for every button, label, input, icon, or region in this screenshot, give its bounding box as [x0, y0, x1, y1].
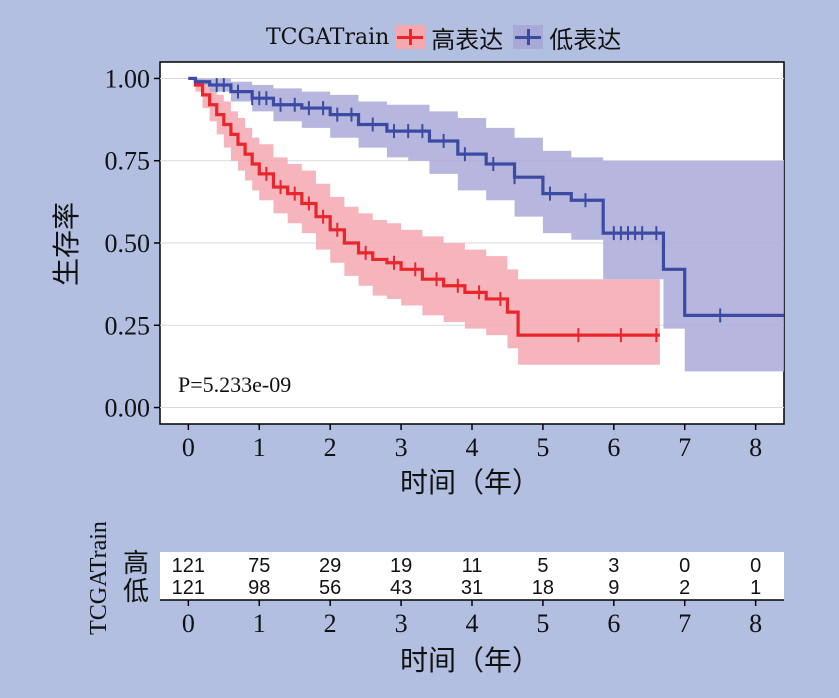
risk-panel: [160, 552, 784, 600]
risk-x-tick-label-2: 2: [324, 609, 337, 638]
y-tick-label-0: 0.00: [105, 394, 151, 423]
x-axis-title: 时间（年）: [400, 466, 540, 499]
confidence-band-0: [188, 78, 660, 365]
x-tick-label-3: 3: [395, 433, 408, 462]
confidence-band-1: [188, 78, 784, 372]
x-tick-label-0: 0: [182, 433, 195, 462]
risk-cell-0-3: 19: [390, 555, 412, 577]
risk-cell-0-6: 3: [608, 555, 619, 577]
risk-cells: 121 75 29 19 11 5 3 0 0 121 98 56 43 31 18 9 2 1: [172, 555, 762, 599]
risk-x-tick-label-5: 5: [536, 609, 549, 638]
risk-x-axis-title: 时间（年）: [400, 644, 540, 677]
x-tick-label-7: 7: [678, 433, 691, 462]
risk-table-title: TCGATrain: [86, 521, 112, 635]
risk-row-label-high: 高: [123, 549, 149, 579]
risk-cell-0-1: 75: [248, 555, 270, 577]
legend-key-low: [513, 25, 544, 49]
confidence-bands: [188, 78, 784, 372]
y-tick-label-2: 0.50: [105, 229, 151, 258]
risk-cell-1-7: 2: [679, 577, 690, 599]
y-axis-title: 生存率: [50, 202, 83, 286]
x-tick-label-2: 2: [324, 433, 337, 462]
risk-cell-0-5: 5: [537, 555, 548, 577]
risk-cell-1-4: 31: [461, 577, 483, 599]
risk-x-tick-label-4: 4: [466, 609, 479, 638]
risk-x-tick-label-7: 7: [678, 609, 691, 638]
x-tick-label-5: 5: [536, 433, 549, 462]
legend-title: TCGATrain: [266, 24, 390, 50]
survival-chart: 0.00 0.25 0.50 0.75 1.00 0 1 2 3 4 5 6 7 8 P=5.233e-…: [50, 61, 785, 499]
risk-cell-1-2: 56: [319, 577, 341, 599]
risk-cell-1-6: 9: [608, 577, 619, 599]
risk-cell-0-0: 121: [172, 555, 205, 577]
y-tick-label-4: 1.00: [105, 64, 151, 93]
x-tick-label-1: 1: [253, 433, 266, 462]
risk-x-tick-label-8: 8: [749, 609, 762, 638]
risk-cell-1-0: 121: [172, 577, 205, 599]
legend-key-high: [395, 25, 426, 49]
risk-cell-1-5: 18: [532, 577, 554, 599]
risk-cell-0-4: 11: [462, 555, 483, 577]
p-value: P=5.233e-09: [178, 372, 291, 397]
x-axis: 0 1 2 3 4 5 6 7 8: [182, 424, 762, 462]
risk-cell-0-8: 0: [750, 555, 761, 577]
risk-x-tick-label-3: 3: [395, 609, 408, 638]
risk-cell-1-8: 1: [750, 577, 761, 599]
y-tick-label-1: 0.25: [105, 311, 151, 340]
survival-lines: [188, 76, 784, 343]
legend-label-high: 高表达: [431, 25, 504, 54]
risk-x-tick-label-1: 1: [253, 609, 266, 638]
risk-x-axis: 0 1 2 3 4 5 6 7 8: [182, 600, 762, 638]
legend-label-low: 低表达: [549, 25, 622, 54]
y-axis: 0.00 0.25 0.50 0.75 1.00: [105, 64, 160, 423]
risk-cell-1-3: 43: [390, 577, 412, 599]
y-tick-label-3: 0.75: [105, 147, 151, 176]
x-tick-label-8: 8: [749, 433, 762, 462]
risk-cell-0-7: 0: [679, 555, 690, 577]
risk-x-tick-label-0: 0: [182, 609, 195, 638]
risk-x-tick-label-6: 6: [607, 609, 620, 638]
x-tick-label-6: 6: [607, 433, 620, 462]
legend: TCGATrain 高表达 低表达: [266, 20, 621, 54]
risk-cell-0-2: 29: [319, 555, 341, 577]
risk-row-label-low: 低: [123, 577, 149, 607]
risk-cell-1-1: 98: [248, 577, 270, 599]
x-tick-label-4: 4: [466, 433, 479, 462]
